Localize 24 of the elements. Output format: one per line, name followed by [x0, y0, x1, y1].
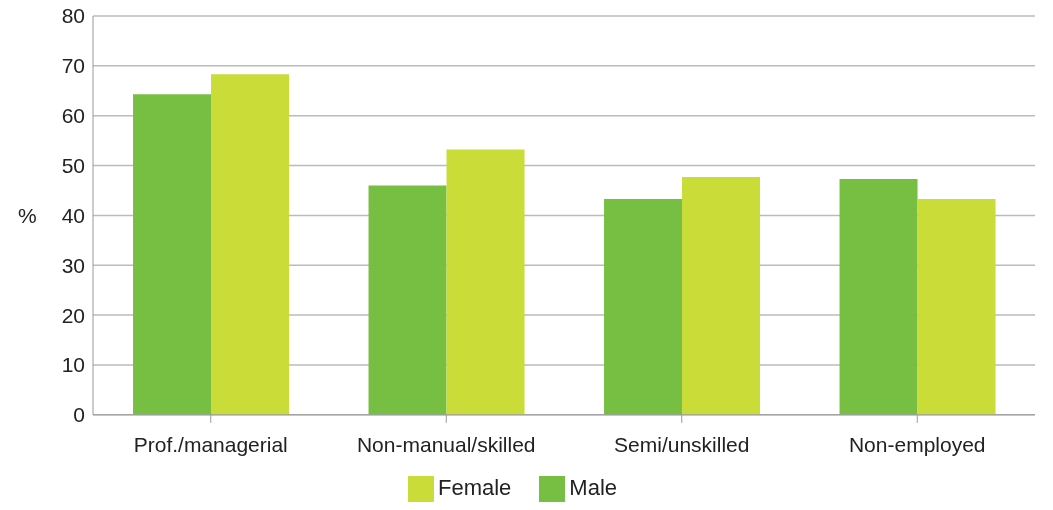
- y-tick-label: 20: [61, 303, 85, 327]
- legend-label: Female: [437, 474, 512, 500]
- y-axis-title: %: [18, 203, 37, 227]
- legend-label: Male: [569, 474, 618, 500]
- x-tick-label: Semi/unskilled: [614, 432, 750, 456]
- y-tick-label: 60: [61, 104, 85, 128]
- y-tick-label: 0: [73, 403, 85, 427]
- y-tick-label: 50: [61, 154, 85, 178]
- y-tick-label: 40: [61, 203, 85, 227]
- x-tick-label: Prof./managerial: [133, 432, 288, 456]
- bar: [917, 198, 996, 415]
- y-tick-label: 10: [61, 353, 85, 377]
- x-tick-label: Non-employed: [848, 432, 986, 456]
- bar: [604, 198, 683, 415]
- bar: [368, 185, 447, 415]
- bar: [682, 177, 761, 415]
- y-tick-label: 80: [61, 4, 85, 28]
- bar: [211, 74, 290, 415]
- y-tick-label: 30: [61, 253, 85, 277]
- y-tick-label: 70: [61, 54, 85, 78]
- bar: [133, 94, 212, 415]
- x-tick-label: Non-manual/skilled: [356, 432, 536, 456]
- bar: [839, 179, 918, 415]
- bar: [446, 149, 525, 415]
